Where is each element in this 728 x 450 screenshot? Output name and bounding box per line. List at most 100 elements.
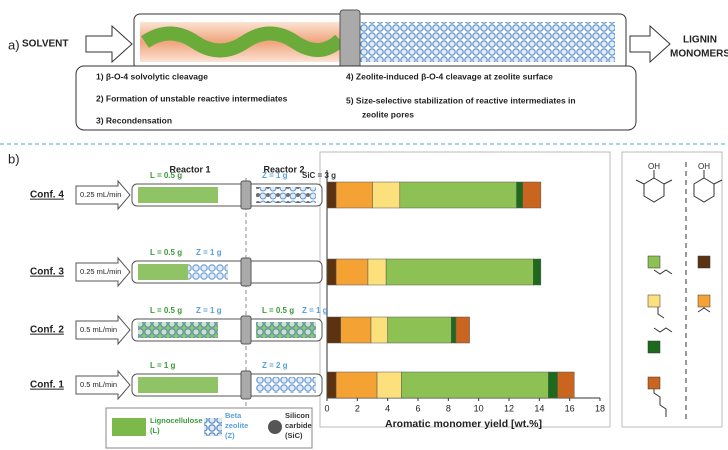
loading-label: L = 0.5 g [150,248,182,257]
panel-label: b) [8,151,20,166]
legend-label: (L) [150,426,160,435]
config-label: Conf. 2 [30,325,64,336]
x-tick-label: 18 [595,403,605,413]
bar-segment [372,181,401,209]
flow-label: 0.5 mL/min [80,380,117,389]
panel-label: a) [8,37,20,52]
step: 1) β-O-4 solvolytic cleavage [96,71,208,81]
x-tick-label: 2 [355,403,360,413]
inlet-label: SOLVENT [22,39,68,50]
bed [256,187,316,203]
legend-swatch [697,294,711,308]
steps-box [75,65,637,131]
x-tick-label: 6 [415,403,420,413]
bar-segment [399,181,517,209]
chart-frame [319,151,611,428]
connector [240,257,252,287]
flow-arrow [75,369,131,401]
bar-segment [387,316,452,344]
flow-label: 0.25 mL/min [80,190,121,199]
bar-segment [557,371,575,399]
bar-segment [370,316,388,344]
outlet-label: LIGNIN [683,35,717,46]
bar-segment [335,258,369,286]
connector [240,315,252,345]
bed [138,322,218,338]
bar-segment [522,181,542,209]
bar-segment [326,316,341,344]
step: 5) Size-selective stabilization of react… [346,95,576,105]
config-label: Conf. 1 [30,380,64,391]
legend-label: Beta [225,411,242,420]
bed [138,187,218,203]
bar-segment [340,316,372,344]
loading-label: Z = 1 g [302,306,328,315]
legend-label: Silicon [285,411,310,420]
x-tick-label: 14 [534,403,544,413]
loading-label: SiC = 3 g [302,171,336,180]
bar-segment [451,316,457,344]
x-tick-label: 12 [504,403,514,413]
bar-segment [385,258,534,286]
step: 2) Formation of unstable reactive interm… [96,93,288,103]
x-tick-label: 16 [565,403,575,413]
structures [635,170,723,417]
bar-segment [401,371,549,399]
loading-label: L = 0.5 g [262,306,294,315]
reactor-header: Reactor 2 [263,164,304,174]
x-tick-label: 8 [446,403,451,413]
legend-icon [112,418,146,436]
legend-swatch [647,294,661,308]
bar-segment [376,371,402,399]
config-label: Conf. 4 [30,190,64,201]
bar-segment [335,181,373,209]
loading-label: Z = 2 g [262,361,288,370]
outlet-label: MONOMERS [670,49,728,60]
atom: OH [698,162,710,171]
bed [256,377,316,393]
bar-segment [326,371,337,399]
config-label: Conf. 3 [30,267,64,278]
zeolite-bed [360,22,615,62]
loading-label: Z = 1 g [196,248,222,257]
legend-icon [204,418,222,436]
structures-frame [621,151,723,428]
bar-segment [548,371,558,399]
flow-label: 0.25 mL/min [80,267,121,276]
bed [138,264,188,280]
legend-label: carbide [285,421,312,430]
bar-segment [326,258,337,286]
bed [188,264,228,280]
legend-swatch [697,255,711,269]
bar-segment [326,181,337,209]
loading-label: Z = 1 g [262,171,288,180]
atom: OH [648,162,660,171]
reactor-header: Reactor 1 [169,164,210,174]
lignocellulose [141,26,345,58]
legend-label: zeolite [225,421,248,430]
connector [240,370,252,400]
bar-segment [335,371,378,399]
bar-segment [516,181,523,209]
loading-label: L = 0.5 g [150,306,182,315]
legend-swatch [647,340,661,354]
step: zeolite pores [362,109,414,119]
bar-segment [455,316,470,344]
flow-label: 0.5 mL/min [80,325,117,334]
connector [240,180,252,210]
legend-label: (Z) [225,431,235,440]
legend-icon [268,420,282,434]
flow-arrow [75,314,131,346]
loading-label: L = 0.5 g [150,171,182,180]
bar-segment [367,258,387,286]
arrow [629,24,671,64]
legend-label: (SiC) [285,431,303,440]
connector [339,9,361,75]
legend-swatch [647,255,661,269]
legend-swatch [647,376,661,390]
x-axis-label: Aromatic monomer yield [wt.%] [385,418,542,430]
step: 3) Recondensation [96,115,172,125]
bed [138,377,218,393]
flow-arrow [75,179,131,211]
